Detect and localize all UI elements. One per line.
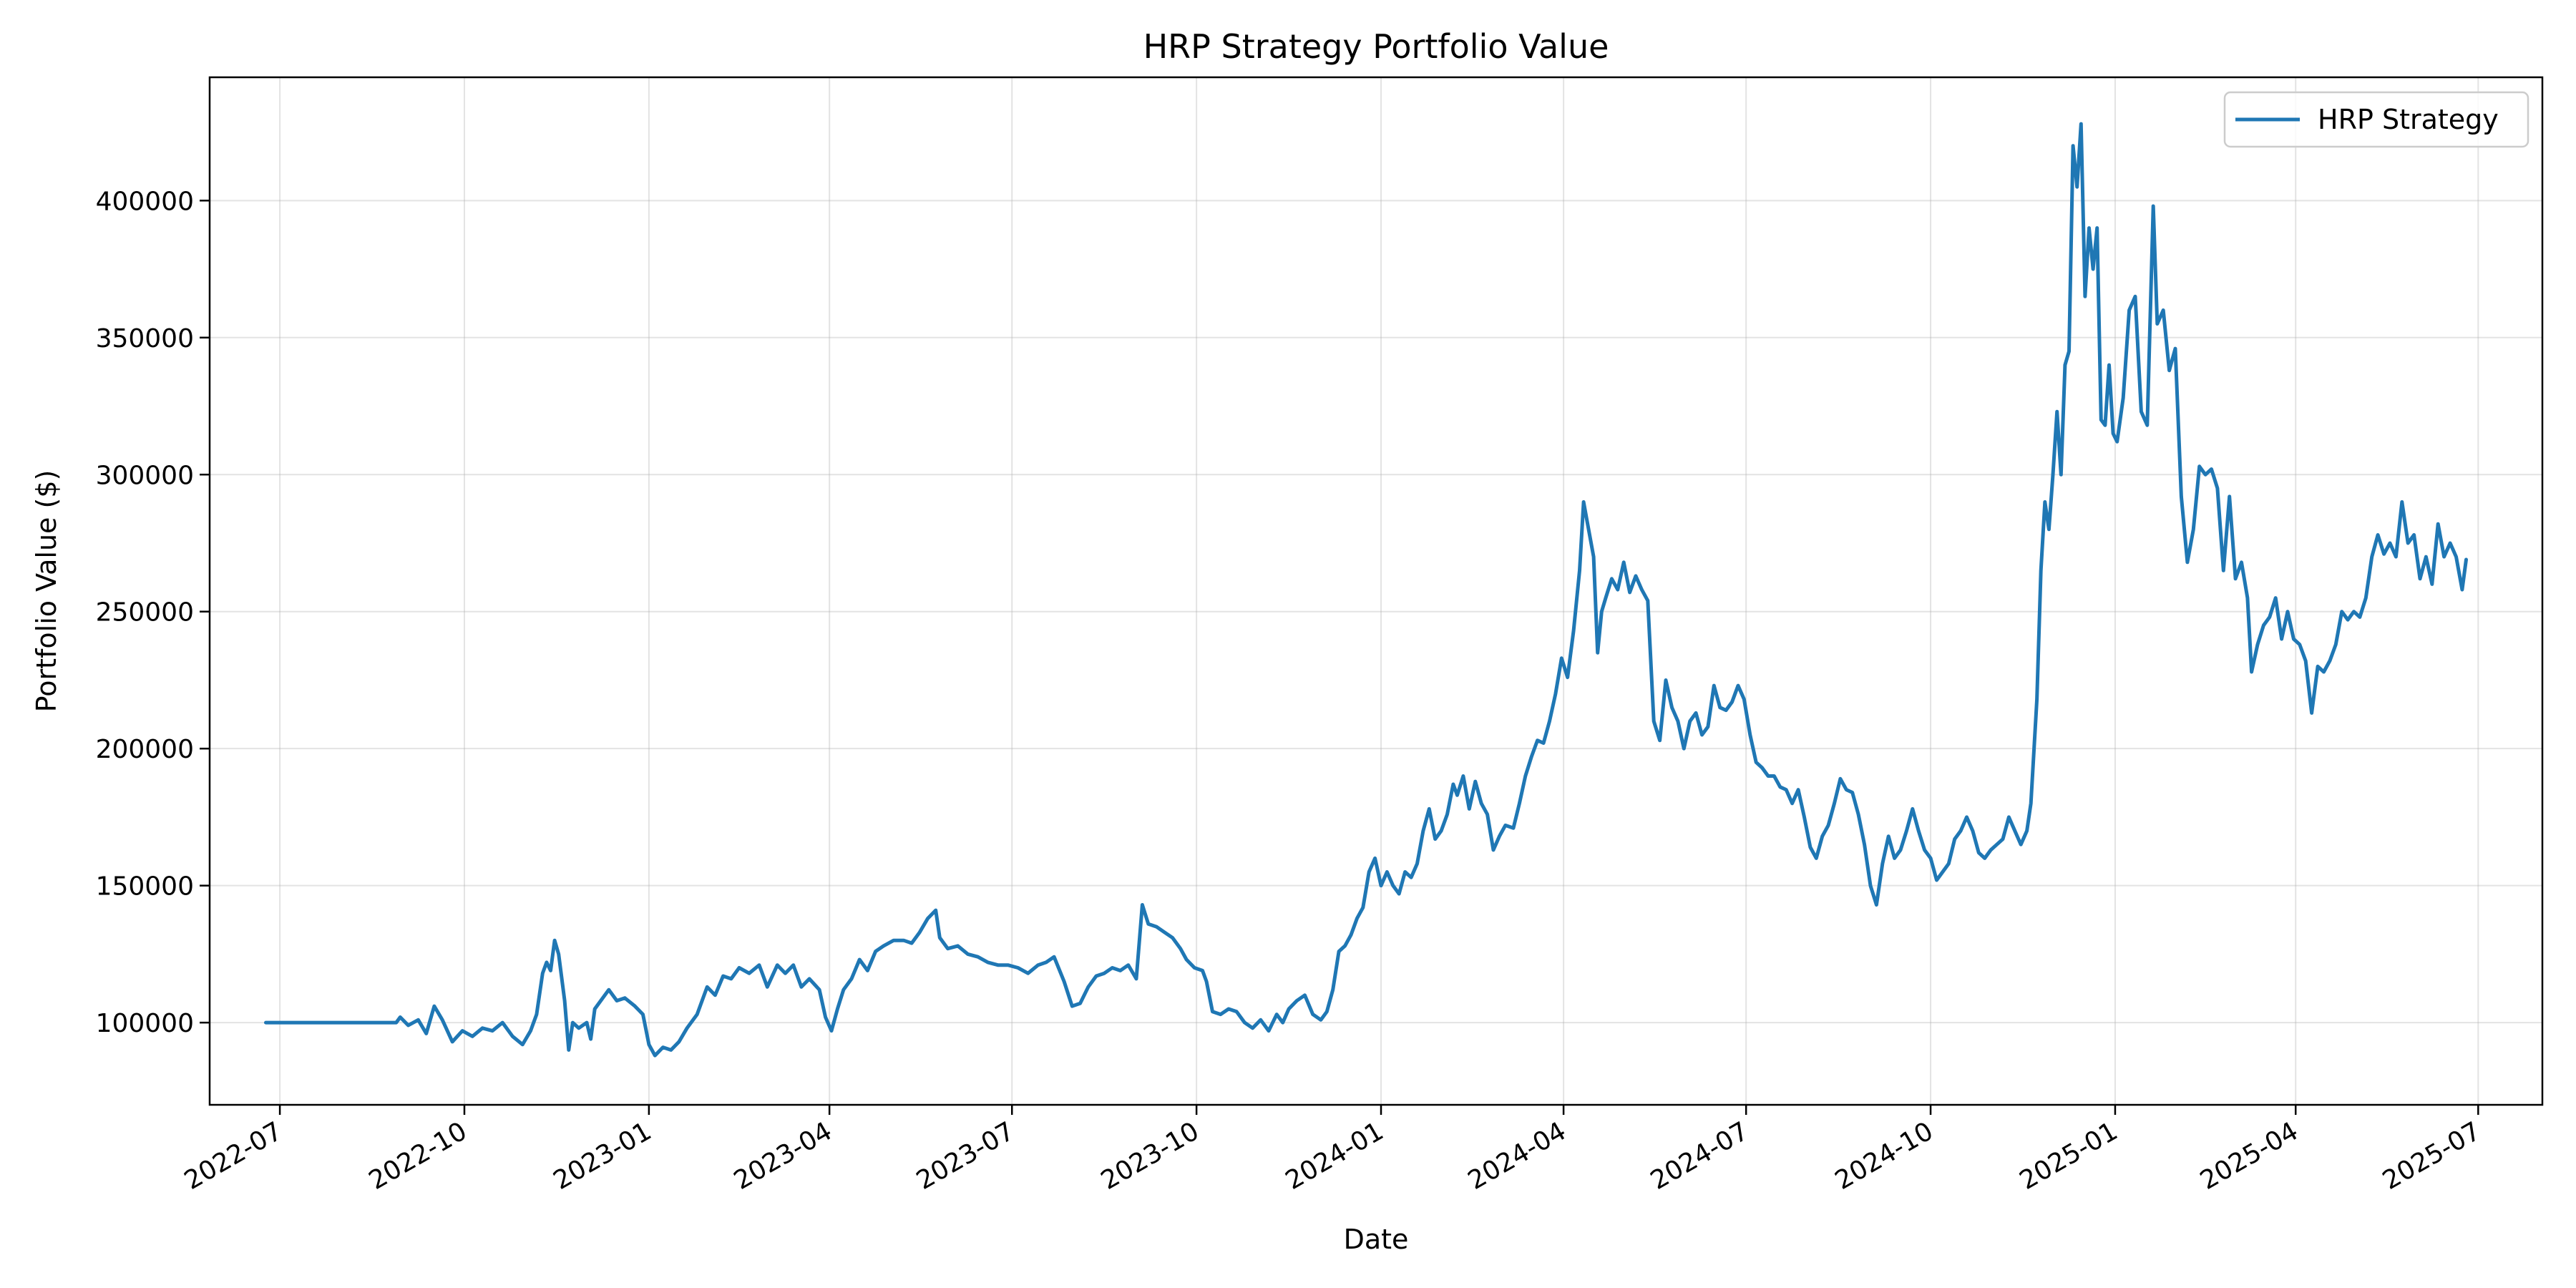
y-tick-label: 400000 bbox=[96, 187, 194, 216]
x-axis-title: Date bbox=[1344, 1224, 1409, 1255]
y-tick-label: 250000 bbox=[96, 598, 194, 628]
y-tick-label: 300000 bbox=[96, 461, 194, 490]
chart-title: HRP Strategy Portfolio Value bbox=[1143, 27, 1609, 66]
y-tick-label: 150000 bbox=[96, 872, 194, 902]
series-line-hrp-strategy bbox=[264, 122, 2468, 1058]
y-tick-label: 350000 bbox=[96, 324, 194, 353]
plot-frame bbox=[208, 76, 2544, 1106]
y-tick-label: 100000 bbox=[96, 1009, 194, 1038]
legend-box bbox=[2223, 91, 2529, 148]
series-layer bbox=[264, 122, 2468, 1058]
legend-label: HRP Strategy bbox=[2318, 104, 2499, 135]
grid-lines bbox=[210, 77, 2542, 1105]
legend: HRP Strategy bbox=[2223, 91, 2529, 148]
y-tick-label: 200000 bbox=[96, 735, 194, 764]
y-axis-title: Portfolio Value ($) bbox=[31, 470, 62, 713]
y-axis: 100000 150000 200000 250000 300000 350000 4000… bbox=[96, 187, 210, 1038]
